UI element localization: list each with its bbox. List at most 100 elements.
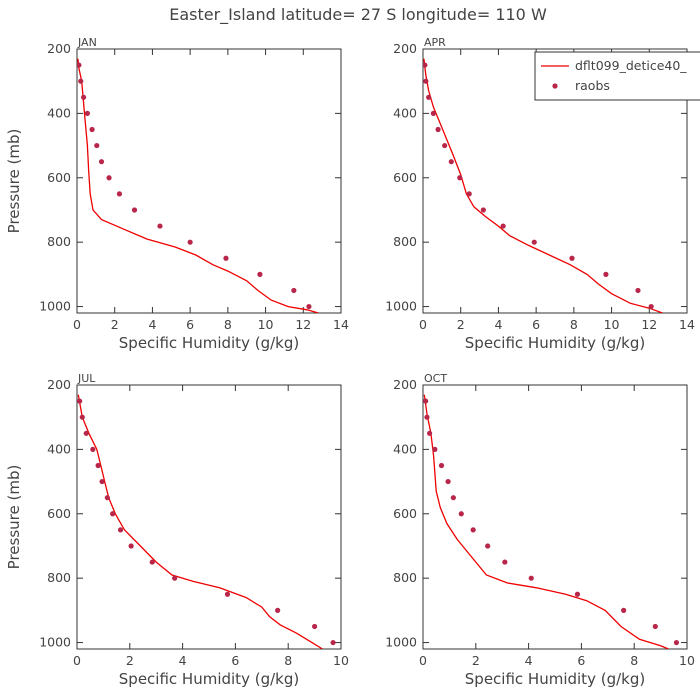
series-point-raobs [426, 94, 432, 100]
series-point-raobs [89, 126, 95, 133]
y-tick-label: 1000 [39, 635, 71, 650]
chart-panel-oct: 0 2 4 6 8 10 200 400 600 800 1000 OCT Specific Humid… [385, 372, 695, 688]
series-point-raobs [312, 623, 318, 630]
x-tick-label: 2 [111, 317, 119, 332]
series-point-raobs [95, 462, 101, 469]
x-tick-label: 2 [472, 653, 480, 668]
legend-point-swatch [552, 83, 558, 89]
x-tick-label: 6 [532, 317, 540, 332]
x-tick-label: 6 [577, 653, 585, 668]
series-point-raobs [648, 303, 654, 310]
series-point-raobs [635, 287, 641, 294]
chart-panel-jul: 0 2 4 6 8 10 200 400 600 800 1000 JUL Specific Humid… [5, 372, 349, 688]
x-tick-label: 2 [457, 317, 465, 332]
series-point-raobs [187, 239, 193, 245]
y-axis-label: Pressure (mb) [5, 129, 23, 234]
series-point-raobs [470, 527, 476, 533]
series-point-raobs [306, 303, 312, 310]
x-tick-label: 10 [679, 653, 695, 668]
series-point-raobs [502, 559, 508, 565]
series-point-raobs [457, 175, 463, 181]
y-tick-label: 800 [393, 570, 417, 585]
y-tick-label: 200 [47, 41, 71, 56]
series-point-raobs [574, 591, 581, 597]
panel-label: APR [424, 36, 446, 49]
series-point-raobs [90, 446, 96, 452]
x-tick-label: 4 [148, 317, 156, 332]
data-layer [77, 394, 336, 649]
series-line-model [423, 394, 669, 649]
series-point-raobs [104, 495, 110, 501]
series-point-raobs [224, 591, 231, 597]
y-tick-label: 400 [393, 441, 417, 456]
x-tick-label: 12 [295, 317, 311, 332]
series-point-raobs [528, 575, 534, 581]
panel-label: OCT [424, 372, 447, 385]
series-point-raobs [423, 398, 429, 404]
series-point-raobs [438, 462, 445, 469]
x-tick-label: 6 [186, 317, 194, 332]
y-tick-label: 1000 [385, 635, 417, 650]
y-tick-label: 600 [47, 170, 71, 185]
plot-frame [422, 48, 688, 314]
x-axis-label: Specific Humidity (g/kg) [119, 670, 299, 688]
series-point-raobs [110, 511, 116, 517]
y-tick-label: 600 [393, 170, 417, 185]
legend-label: raobs [575, 78, 610, 93]
plot-frame [422, 384, 688, 650]
panel-label: JAN [77, 36, 97, 49]
legend-label: dflt099_detice40_ [575, 58, 687, 73]
series-point-raobs [424, 414, 430, 420]
series-point-raobs [223, 255, 229, 261]
series-point-raobs [423, 62, 428, 68]
series-point-raobs [149, 559, 155, 565]
x-tick-label: 8 [630, 653, 638, 668]
series-point-raobs [442, 142, 448, 149]
series-point-raobs [673, 639, 680, 646]
plot-frame [76, 48, 342, 314]
x-tick-label: 14 [679, 317, 695, 332]
series-point-raobs [84, 110, 90, 116]
panel-label: JUL [77, 372, 96, 385]
x-tick-label: 6 [231, 653, 239, 668]
y-tick-label: 1000 [39, 299, 71, 314]
x-tick-label: 0 [419, 317, 427, 332]
x-axis-label: Specific Humidity (g/kg) [465, 670, 645, 688]
x-axis-label: Specific Humidity (g/kg) [465, 334, 645, 352]
series-line-model [77, 394, 323, 649]
series-point-raobs [485, 543, 491, 549]
series-point-raobs [77, 62, 82, 68]
series-point-raobs [128, 543, 134, 549]
series-point-raobs [330, 639, 336, 646]
y-tick-label: 600 [393, 506, 417, 521]
y-tick-label: 800 [47, 570, 71, 585]
series-point-raobs [77, 398, 83, 404]
series-point-raobs [480, 207, 486, 213]
chart-panel-apr: 0 2 4 6 8 10 12 14 200 400 600 800 1000 APR Specific H… [385, 36, 700, 352]
series-point-raobs [94, 142, 100, 149]
legend: dflt099_detice40_raobs [534, 51, 700, 101]
y-tick-label: 400 [393, 105, 417, 120]
series-point-raobs [79, 414, 85, 420]
x-tick-label: 0 [419, 653, 427, 668]
series-point-raobs [466, 191, 472, 197]
series-point-raobs [531, 239, 537, 245]
series-point-raobs [99, 478, 105, 485]
series-point-raobs [603, 271, 609, 277]
series-point-raobs [172, 575, 178, 581]
x-tick-label: 4 [494, 317, 502, 332]
series-point-raobs [275, 607, 281, 613]
series-point-raobs [450, 495, 456, 501]
x-tick-label: 4 [179, 653, 187, 668]
data-layer [423, 394, 680, 649]
x-tick-label: 0 [73, 317, 81, 332]
x-tick-label: 14 [333, 317, 349, 332]
series-point-raobs [500, 223, 506, 229]
figure-title: Easter_Island latitude= 27 S longitude= … [169, 5, 547, 25]
series-point-raobs [430, 110, 436, 116]
series-point-raobs [78, 78, 84, 84]
series-point-raobs [448, 159, 454, 165]
y-tick-label: 800 [47, 234, 71, 249]
